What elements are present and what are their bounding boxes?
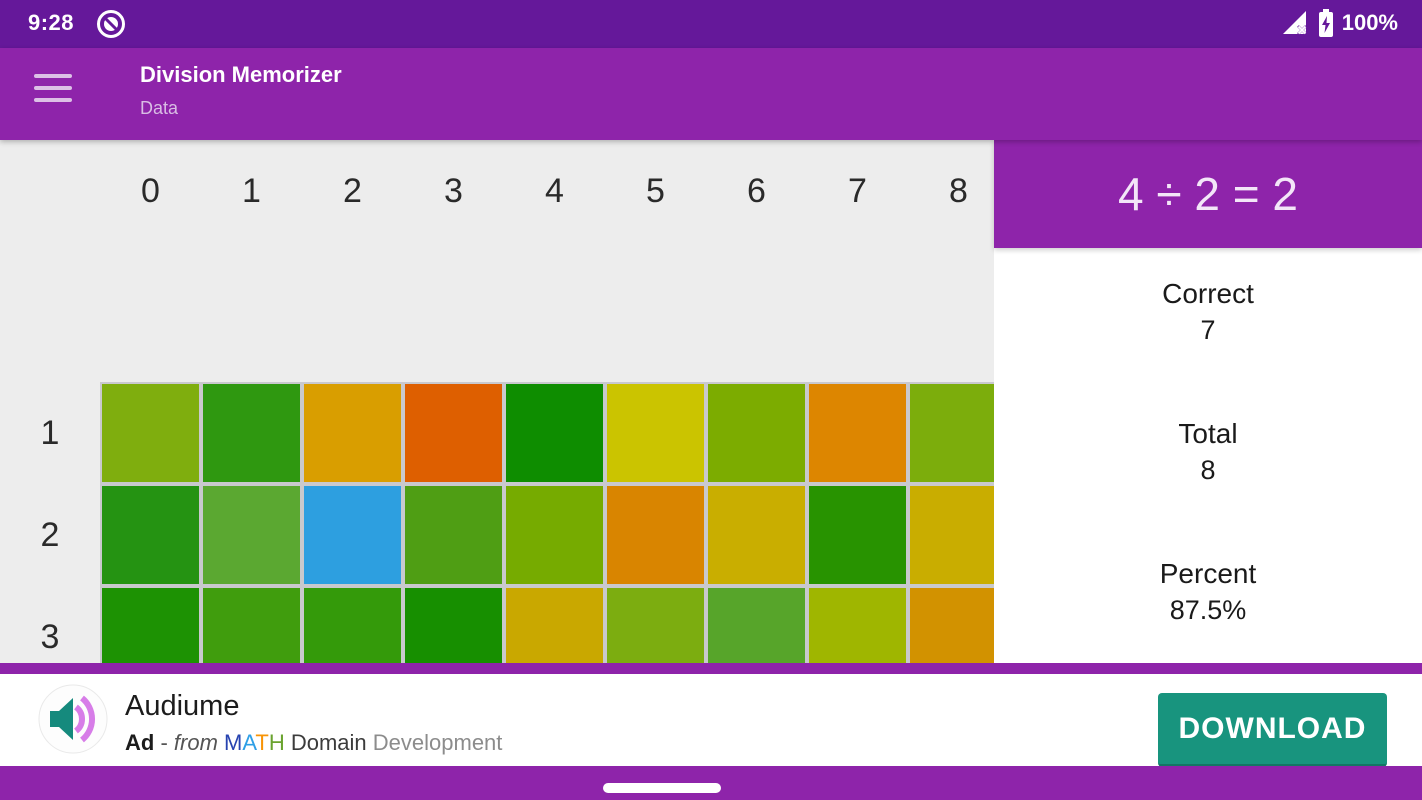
row-header-2: 2 xyxy=(40,516,60,554)
grid-cell-r3-c4[interactable] xyxy=(506,588,603,663)
grid-cells xyxy=(100,382,994,663)
grid-cell-r2-c3[interactable] xyxy=(405,486,502,584)
grid-cell-r2-c2[interactable] xyxy=(304,486,401,584)
grid-cell-r1-c0[interactable] xyxy=(102,384,199,482)
grid-cell-r1-c6[interactable] xyxy=(708,384,805,482)
grid-cell-r2-c5[interactable] xyxy=(607,486,704,584)
grid-cell-r2-c8[interactable] xyxy=(910,486,994,584)
brand-letter-H: H xyxy=(268,730,285,755)
app-bar: Division Memorizer Data xyxy=(0,48,1422,140)
stat-percent: Percent 87.5% xyxy=(994,556,1422,628)
grid-cell-r3-c1[interactable] xyxy=(203,588,300,663)
audiume-app-icon[interactable] xyxy=(38,684,108,754)
col-header-4: 4 xyxy=(545,172,564,210)
stat-value: 87.5% xyxy=(1169,595,1247,625)
grid-cell-r2-c4[interactable] xyxy=(506,486,603,584)
notification-icon xyxy=(97,10,125,38)
content-area: 0 1 2 3 4 5 6 7 8 1 2 3 4 5 4 ÷ 2 = 2 Correct 7 Tota… xyxy=(0,140,1422,663)
grid-cell-r2-c7[interactable] xyxy=(809,486,906,584)
grid-cell-r1-c1[interactable] xyxy=(203,384,300,482)
download-button[interactable]: DOWNLOAD xyxy=(1158,693,1387,767)
status-bar: 9:28 100% xyxy=(0,0,1422,48)
grid-cell-r3-c5[interactable] xyxy=(607,588,704,663)
stat-value: 8 xyxy=(1200,455,1216,485)
col-header-2: 2 xyxy=(343,172,362,210)
stat-label: Correct xyxy=(1162,278,1254,309)
grid-cell-r2-c6[interactable] xyxy=(708,486,805,584)
grid-cell-r2-c1[interactable] xyxy=(203,486,300,584)
grid-cell-r1-c4[interactable] xyxy=(506,384,603,482)
ad-banner: Audiume Ad - from MATH Domain Developmen… xyxy=(0,663,1422,767)
brand-letter-A: A xyxy=(242,730,256,755)
brand-letter-T: T xyxy=(255,730,269,755)
grid-column-headers: 0 1 2 3 4 5 6 7 8 xyxy=(100,140,994,242)
stat-label: Total xyxy=(1178,418,1238,449)
ad-attribution: Ad - from MATH Domain Development xyxy=(125,730,503,755)
row-header-3: 3 xyxy=(40,618,60,656)
grid-cell-r1-c3[interactable] xyxy=(405,384,502,482)
col-header-5: 5 xyxy=(646,172,665,210)
grid-cell-r1-c7[interactable] xyxy=(809,384,906,482)
stat-label: Percent xyxy=(1159,558,1257,589)
grid-cell-r1-c2[interactable] xyxy=(304,384,401,482)
signal-no-internet-icon xyxy=(1282,11,1307,35)
grid-cell-r3-c2[interactable] xyxy=(304,588,401,663)
col-header-0: 0 xyxy=(141,172,160,210)
page-subtitle: Data xyxy=(140,98,179,118)
menu-icon[interactable] xyxy=(34,74,74,112)
ad-card[interactable]: Audiume Ad - from MATH Domain Developmen… xyxy=(0,674,1422,767)
grid-cell-r3-c6[interactable] xyxy=(708,588,805,663)
ad-badge: Ad xyxy=(125,730,155,755)
stat-value: 7 xyxy=(1200,315,1216,345)
brand-letter-M: M xyxy=(224,730,243,755)
ad-app-name[interactable]: Audiume xyxy=(125,690,240,722)
stat-total: Total 8 xyxy=(994,416,1422,488)
row-header-1: 1 xyxy=(40,414,60,452)
division-grid: 0 1 2 3 4 5 6 7 8 1 2 3 4 5 xyxy=(0,140,994,663)
grid-cell-r3-c7[interactable] xyxy=(809,588,906,663)
app-title: Division Memorizer xyxy=(140,62,342,87)
equation-display: 4 ÷ 2 = 2 xyxy=(994,140,1422,248)
col-header-1: 1 xyxy=(242,172,261,210)
col-header-7: 7 xyxy=(848,172,867,210)
grid-cell-r3-c0[interactable] xyxy=(102,588,199,663)
grid-cell-r3-c8[interactable] xyxy=(910,588,994,663)
battery-percent: 100% xyxy=(1341,10,1398,35)
grid-cell-r2-c0[interactable] xyxy=(102,486,199,584)
grid-cell-r3-c3[interactable] xyxy=(405,588,502,663)
col-header-3: 3 xyxy=(444,172,463,210)
grid-cell-r1-c5[interactable] xyxy=(607,384,704,482)
battery-charging-icon xyxy=(1318,9,1333,37)
ad-brand-math: MATH xyxy=(224,730,285,755)
clock: 9:28 xyxy=(28,10,75,35)
gesture-nav-bar xyxy=(0,766,1422,800)
stat-correct: Correct 7 xyxy=(994,276,1422,348)
stats-pane: 4 ÷ 2 = 2 Correct 7 Total 8 Percent 87.5… xyxy=(994,140,1422,663)
gesture-pill[interactable] xyxy=(603,783,721,793)
col-header-6: 6 xyxy=(747,172,766,210)
grid-cell-r1-c8[interactable] xyxy=(910,384,994,482)
col-header-8: 8 xyxy=(949,172,968,210)
